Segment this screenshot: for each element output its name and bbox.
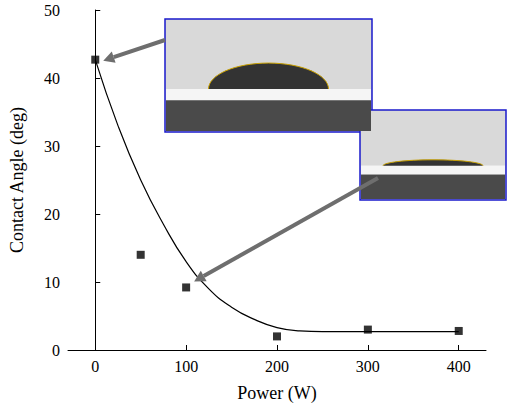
svg-text:0: 0 bbox=[91, 358, 99, 375]
svg-text:100: 100 bbox=[174, 358, 198, 375]
svg-text:40: 40 bbox=[44, 70, 60, 87]
svg-text:10: 10 bbox=[44, 274, 60, 291]
svg-text:0: 0 bbox=[52, 342, 60, 359]
svg-text:200: 200 bbox=[265, 358, 289, 375]
svg-text:Power (W): Power (W) bbox=[237, 383, 316, 404]
svg-text:300: 300 bbox=[356, 358, 380, 375]
svg-text:400: 400 bbox=[447, 358, 471, 375]
svg-text:30: 30 bbox=[44, 138, 60, 155]
svg-text:50: 50 bbox=[44, 2, 60, 19]
svg-text:Contact Angle (deg): Contact Angle (deg) bbox=[7, 107, 28, 253]
svg-text:20: 20 bbox=[44, 206, 60, 223]
